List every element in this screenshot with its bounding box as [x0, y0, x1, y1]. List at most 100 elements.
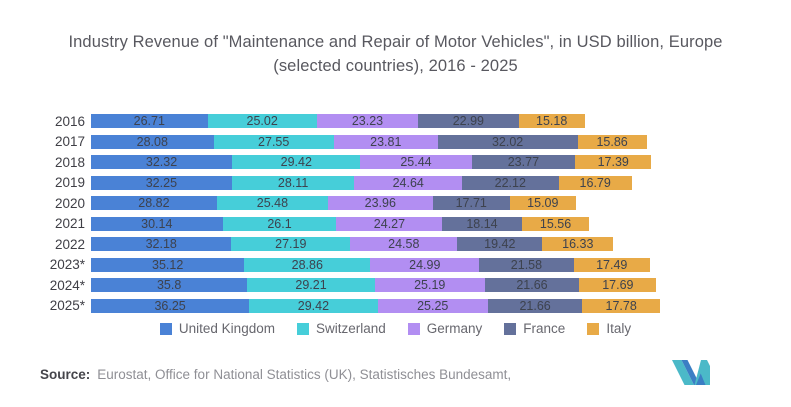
bar-value-label: 32.32: [145, 155, 178, 170]
bar-segment-germany: 25.25: [377, 298, 488, 313]
bar-value-label: 35.12: [152, 257, 184, 272]
bar-value-label: 17.69: [602, 278, 634, 293]
source-label: Source:: [40, 367, 91, 382]
bar-value-label: 36.25: [154, 298, 186, 313]
legend-item-germany: Germany: [407, 321, 482, 336]
bar-segment-italy: 16.79: [558, 175, 632, 190]
bar-value-label: 27.19: [275, 237, 307, 252]
bar-value-label: 17.78: [605, 298, 637, 313]
bar-value-label: 21.58: [510, 257, 543, 272]
bar-segment-italy: 17.49: [573, 257, 650, 272]
bar-row: 2025* 36.25 29.42 25.25 21.66 17.78: [40, 296, 660, 317]
bar-segment-germany: 24.64: [354, 175, 462, 190]
bar-segment-italy: 17.69: [579, 278, 657, 293]
bar-value-label: 26.1: [267, 216, 292, 231]
bar-row: 2016 26.71 25.02 23.23 22.99 15.18: [40, 111, 660, 132]
bar-segment-united-kingdom: 36.25: [91, 298, 250, 313]
bar-value-label: 21.66: [516, 278, 548, 293]
bar-segment-italy: 17.39: [575, 155, 652, 170]
bar-value-label: 24.58: [388, 237, 420, 252]
year-label: 2019: [54, 175, 85, 191]
bar-segment-italy: 17.78: [582, 298, 660, 313]
legend-swatch-united-kingdom: [159, 322, 172, 335]
bar-segment-united-kingdom: 35.12: [91, 257, 245, 272]
stacked-bar: 35.12 28.86 24.99 21.58 17.49: [91, 257, 650, 272]
bar-segment-france: 17.71: [432, 196, 510, 211]
year-label: 2025*: [49, 298, 85, 314]
bar-segment-france: 23.77: [471, 155, 576, 170]
bar-row: 2020 28.82 25.48 23.96 17.71 15.09: [40, 193, 660, 214]
bar-segment-germany: 23.81: [333, 134, 438, 149]
bar-value-label: 24.64: [392, 175, 424, 190]
bar-segment-united-kingdom: 30.14: [91, 216, 223, 231]
bar-value-label: 21.66: [519, 298, 551, 313]
year-label: 2023*: [49, 257, 85, 273]
bar-value-label: 18.14: [466, 216, 498, 231]
bar-segment-italy: 16.33: [542, 237, 614, 252]
bar-segment-united-kingdom: 28.08: [91, 134, 214, 149]
bar-value-label: 23.81: [370, 134, 402, 149]
bar-value-label: 29.42: [280, 155, 312, 170]
bar-value-label: 16.33: [562, 237, 594, 252]
bar-value-label: 24.27: [373, 216, 406, 231]
bar-segment-united-kingdom: 26.71: [91, 114, 208, 129]
bar-segment-france: 21.58: [479, 257, 574, 272]
bar-row: 2018 32.32 29.42 25.44 23.77 17.39: [40, 152, 660, 173]
legend-item-united-kingdom: United Kingdom: [159, 321, 275, 336]
bar-segment-italy: 15.56: [521, 216, 590, 231]
bar-value-label: 22.12: [494, 175, 526, 190]
chart-title: Industry Revenue of "Maintenance and Rep…: [0, 30, 791, 78]
bar-segment-germany: 25.19: [374, 278, 485, 293]
legend-item-france: France: [504, 321, 565, 336]
bar-value-label: 15.18: [536, 114, 568, 129]
stacked-bar: 36.25 29.42 25.25 21.66 17.78: [91, 298, 660, 313]
bar-segment-france: 32.02: [437, 134, 578, 149]
bar-row: 2024* 35.8 29.21 25.19 21.66 17.69: [40, 275, 660, 296]
bar-segment-united-kingdom: 32.32: [91, 155, 233, 170]
bar-segment-switzerland: 28.86: [244, 257, 371, 272]
legend-label: France: [523, 321, 566, 336]
bar-row: 2019 32.25 28.11 24.64 22.12 16.79: [40, 173, 660, 194]
bar-value-label: 24.99: [409, 257, 441, 272]
bar-value-label: 32.18: [145, 237, 177, 252]
bar-value-label: 29.42: [297, 298, 330, 313]
bar-value-label: 22.99: [452, 114, 484, 129]
bar-segment-germany: 25.44: [360, 155, 472, 170]
bar-value-label: 28.86: [291, 257, 323, 272]
bar-segment-switzerland: 25.02: [207, 114, 317, 129]
legend: United Kingdom Switzerland Germany France It…: [0, 321, 791, 336]
bar-segment-germany: 23.96: [328, 196, 433, 211]
bar-value-label: 19.42: [484, 237, 516, 252]
bar-value-label: 28.11: [277, 175, 309, 190]
bar-value-label: 15.86: [596, 134, 628, 149]
legend-swatch-italy: [587, 322, 600, 335]
bar-value-label: 25.48: [256, 196, 289, 211]
bar-value-label: 15.56: [539, 216, 572, 231]
legend-swatch-switzerland: [296, 322, 309, 335]
bar-segment-switzerland: 29.42: [232, 155, 361, 170]
legend-item-italy: Italy: [587, 321, 631, 336]
bar-segment-france: 19.42: [457, 237, 543, 252]
stacked-bar: 28.08 27.55 23.81 32.02 15.86: [91, 134, 647, 149]
bar-value-label: 17.71: [455, 196, 487, 211]
bar-segment-switzerland: 25.48: [216, 196, 329, 211]
bar-segment-united-kingdom: 28.82: [91, 196, 217, 211]
bar-segment-france: 21.66: [487, 298, 583, 313]
bar-segment-germany: 24.99: [370, 257, 480, 272]
bar-value-label: 23.23: [351, 114, 384, 129]
bar-value-label: 28.08: [136, 134, 168, 149]
bar-value-label: 30.14: [141, 216, 173, 231]
stacked-bar: 35.8 29.21 25.19 21.66 17.69: [91, 278, 657, 293]
bar-value-label: 25.19: [414, 278, 446, 293]
year-label: 2017: [54, 134, 85, 150]
bar-value-label: 25.44: [400, 155, 432, 170]
bar-segment-united-kingdom: 35.8: [91, 278, 248, 293]
stacked-bar: 32.18 27.19 24.58 19.42 16.33: [91, 237, 614, 252]
year-label: 2022: [54, 236, 85, 252]
bar-row: 2017 28.08 27.55 23.81 32.02 15.86: [40, 132, 660, 153]
bar-segment-italy: 15.09: [509, 196, 576, 211]
bar-value-label: 32.25: [145, 175, 178, 190]
bar-segment-switzerland: 29.21: [247, 278, 375, 293]
year-label: 2020: [54, 195, 85, 211]
